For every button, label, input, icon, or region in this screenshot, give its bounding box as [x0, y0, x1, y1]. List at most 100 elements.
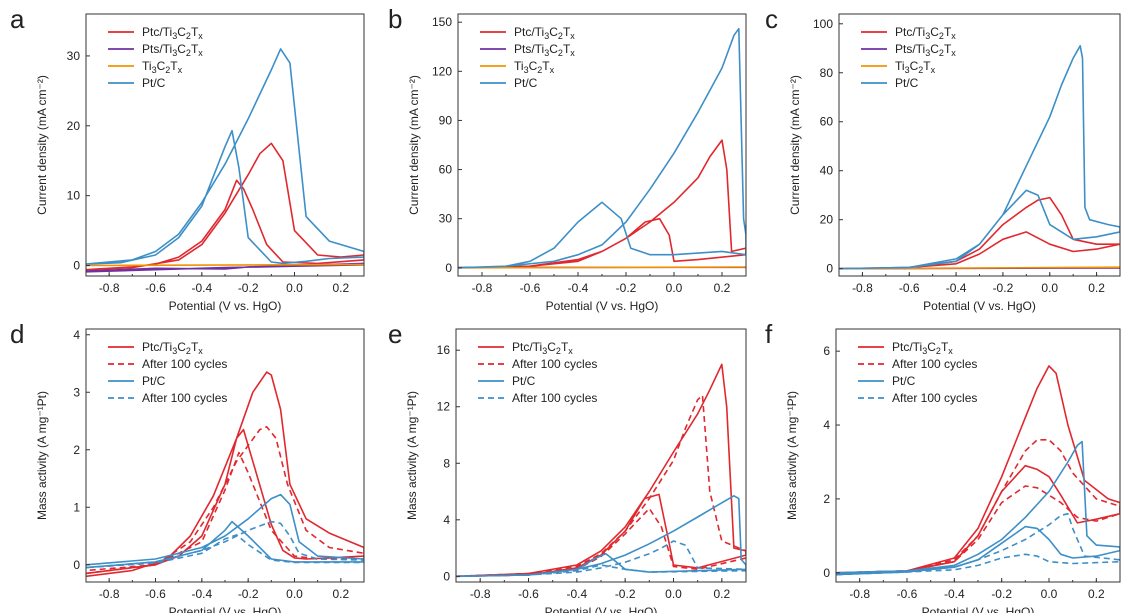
- series-line-1: [86, 371, 364, 578]
- y-axis-label: Mass activity (A mg⁻¹Pt): [35, 391, 49, 520]
- series-group: [458, 27, 746, 269]
- x-tick-label: -0.4: [944, 587, 965, 601]
- legend-label: Ptc/Ti3C2Tx: [895, 25, 956, 41]
- y-tick-label: 100: [813, 17, 833, 31]
- x-tick-label: -0.6: [145, 587, 166, 601]
- y-tick-label: 10: [67, 189, 81, 203]
- panel-d: d -0.8 -0.6 -0.4 -0.2 0.0 0.2 0 1 2 3 4 Potential (V…: [10, 319, 365, 613]
- legend-label: Ti3C2Tx: [514, 59, 555, 75]
- series-group: [839, 45, 1120, 270]
- x-tick-label: -0.6: [518, 587, 539, 601]
- y-tick-label: 60: [439, 163, 453, 177]
- x-tick-label: -0.6: [520, 281, 541, 295]
- y-tick-label: 3: [73, 385, 80, 399]
- series-line-4: [86, 48, 364, 265]
- legend-label: Ptc/Ti3C2Tx: [514, 25, 575, 41]
- y-tick-label: 6: [823, 344, 830, 358]
- x-tick-label: 0.2: [332, 587, 349, 601]
- y-tick-label: 30: [67, 49, 81, 63]
- x-axis-label: Potential (V vs. HgO): [545, 605, 658, 613]
- series-line-3: [456, 495, 746, 578]
- x-tick-label: 0.2: [1088, 587, 1105, 601]
- series-line-4: [839, 45, 1120, 270]
- panel-label: b: [388, 4, 402, 34]
- y-tick-label: 0: [826, 262, 833, 276]
- y-tick-label: 40: [820, 164, 834, 178]
- x-tick-label: -0.8: [852, 281, 873, 295]
- x-tick-label: 0.2: [1088, 281, 1105, 295]
- legend-label: Pt/C: [892, 374, 916, 388]
- legend-label: Ptc/Ti3C2Tx: [892, 340, 953, 356]
- y-tick-label: 16: [437, 343, 451, 357]
- series-group: [456, 363, 746, 578]
- y-tick-label: 150: [432, 15, 452, 29]
- panel-b: b -0.8 -0.6 -0.4 -0.2 0.0 0.2 0 30 60 90 120 150 Pote…: [388, 4, 747, 313]
- y-tick-label: 4: [443, 513, 450, 527]
- y-tick-label: 4: [823, 418, 830, 432]
- x-tick-label: 0.2: [332, 281, 349, 295]
- x-tick-label: -0.8: [849, 587, 870, 601]
- series-group: [836, 365, 1120, 576]
- series-line-3: [86, 263, 364, 267]
- series-line-1: [458, 139, 746, 269]
- y-tick-label: 8: [443, 456, 450, 470]
- plot-frame: [455, 328, 747, 583]
- y-axis-label: Mass activity (A mg⁻¹Pt): [785, 391, 799, 520]
- x-tick-label: -0.2: [991, 587, 1012, 601]
- plot-frame: [838, 13, 1121, 277]
- legend-label: After 100 cycles: [892, 357, 977, 371]
- panel-label: d: [10, 319, 24, 349]
- y-tick-label: 1: [73, 500, 80, 514]
- legend-label: Ptc/Ti3C2Tx: [512, 340, 573, 356]
- y-tick-label: 4: [73, 328, 80, 342]
- y-tick-label: 90: [439, 113, 453, 127]
- series-line-1: [456, 363, 746, 578]
- x-tick-label: 0.0: [1041, 281, 1058, 295]
- legend-label: Ptc/Ti3C2Tx: [142, 25, 203, 41]
- plot-frame: [457, 13, 747, 277]
- x-axis-label: Potential (V vs. HgO): [922, 605, 1035, 613]
- y-axis-label: Mass activity (A mg⁻¹Pt): [405, 391, 419, 520]
- x-tick-label: -0.2: [238, 587, 259, 601]
- series-line-4: [86, 520, 364, 569]
- series-line-3: [836, 440, 1120, 576]
- series-group: [86, 371, 364, 578]
- x-tick-label: -0.8: [99, 587, 120, 601]
- x-tick-label: -0.4: [946, 281, 967, 295]
- legend-label: Pts/Ti3C2Tx: [895, 42, 956, 58]
- series-line-4: [836, 512, 1120, 576]
- series-line-1: [839, 196, 1120, 270]
- panel-f: f -0.8 -0.6 -0.4 -0.2 0.0 0.2 0 2 4 6 Potential (V …: [765, 319, 1121, 613]
- panel-label: e: [388, 319, 402, 349]
- legend-label: Pts/Ti3C2Tx: [142, 42, 203, 58]
- legend-label: Pt/C: [514, 76, 538, 90]
- series-line-2: [836, 439, 1120, 576]
- series-line-1: [86, 142, 364, 271]
- legend-label: Ti3C2Tx: [142, 59, 183, 75]
- y-tick-label: 20: [820, 213, 834, 227]
- y-tick-label: 0: [443, 569, 450, 583]
- y-tick-label: 0: [823, 566, 830, 580]
- x-tick-label: -0.4: [566, 587, 587, 601]
- legend-label: Pt/C: [512, 374, 536, 388]
- y-tick-label: 0: [73, 259, 80, 273]
- x-tick-label: -0.2: [238, 281, 259, 295]
- y-tick-label: 120: [432, 64, 452, 78]
- y-tick-label: 2: [823, 492, 830, 506]
- y-tick-label: 20: [67, 119, 81, 133]
- x-tick-label: -0.8: [99, 281, 120, 295]
- panel-e: e -0.8 -0.6 -0.4 -0.2 0.0 0.2 0 4 8 12 16 Potential …: [388, 319, 747, 613]
- legend-label: After 100 cycles: [512, 391, 597, 405]
- x-tick-label: -0.6: [899, 281, 920, 295]
- x-tick-label: 0.0: [286, 587, 303, 601]
- x-axis-label: Potential (V vs. HgO): [923, 299, 1036, 313]
- x-tick-label: 0.2: [714, 281, 731, 295]
- legend-label: Pt/C: [895, 76, 919, 90]
- series-line-2: [86, 262, 364, 273]
- series-line-4: [458, 27, 746, 269]
